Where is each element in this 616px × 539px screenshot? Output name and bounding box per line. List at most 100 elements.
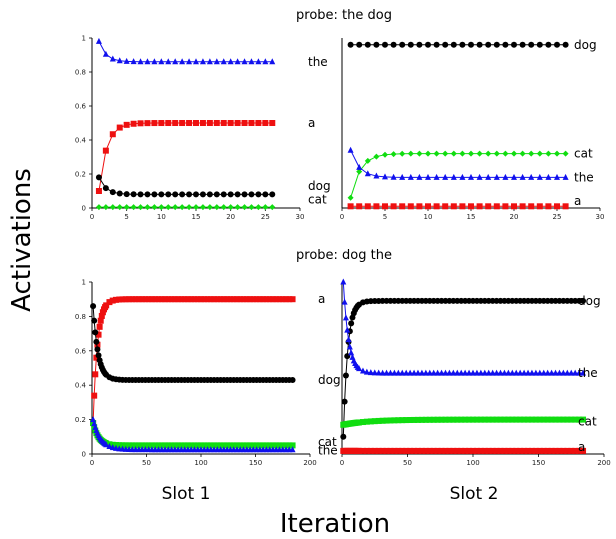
data-point-dog <box>269 191 276 198</box>
series-dog <box>347 41 569 48</box>
data-point-a <box>556 447 563 454</box>
x-tick-label: 0 <box>340 459 344 467</box>
data-point-the <box>416 173 423 180</box>
data-point-cat <box>356 168 363 175</box>
series-dog <box>90 303 296 384</box>
data-point-the <box>220 58 227 65</box>
data-point-cat <box>403 417 410 424</box>
data-point-cat <box>227 204 234 211</box>
data-point-a <box>371 447 378 454</box>
data-point-cat <box>253 442 260 449</box>
data-point-cat <box>459 150 466 157</box>
data-point-the <box>576 369 583 376</box>
data-point-cat <box>206 204 213 211</box>
data-point-the <box>399 369 406 376</box>
data-point-a <box>459 203 466 210</box>
data-point-the <box>390 173 397 180</box>
data-point-the <box>363 368 370 375</box>
data-point-the <box>425 173 431 180</box>
data-point-a <box>214 296 221 303</box>
data-point-cat <box>519 150 526 157</box>
series-a <box>347 203 569 210</box>
data-point-cat <box>383 417 390 424</box>
series-label-cat: cat <box>574 147 593 161</box>
data-point-dog <box>227 191 234 198</box>
data-point-dog <box>255 191 262 198</box>
series-cat <box>340 416 587 428</box>
data-point-a <box>356 447 363 454</box>
x-tick-label: 30 <box>296 213 305 221</box>
data-point-the <box>511 173 517 180</box>
data-point-dog <box>580 297 587 304</box>
data-point-a <box>438 447 445 454</box>
data-point-a <box>382 203 388 210</box>
data-point-dog <box>206 191 213 198</box>
data-point-the <box>462 369 469 376</box>
data-point-a <box>198 296 204 303</box>
data-point-cat <box>165 442 172 449</box>
data-point-cat <box>414 416 421 423</box>
data-point-cat <box>364 157 371 164</box>
data-point-a <box>179 120 186 127</box>
data-point-a <box>137 120 144 127</box>
data-point-a <box>162 296 169 303</box>
data-point-a <box>517 447 524 454</box>
data-point-cat <box>109 204 116 211</box>
data-point-dog <box>485 41 492 48</box>
data-point-a <box>103 302 110 309</box>
data-point-the <box>90 416 97 423</box>
data-point-cat <box>502 150 509 157</box>
data-point-the <box>186 58 193 65</box>
data-point-a <box>92 371 99 378</box>
data-point-cat <box>568 416 575 423</box>
data-point-cat <box>142 442 149 449</box>
data-point-a <box>188 296 195 303</box>
data-point-a <box>383 447 390 454</box>
data-point-the <box>387 369 394 376</box>
data-point-a <box>481 447 488 454</box>
data-point-cat <box>286 442 293 449</box>
x-tick-label: 0 <box>90 213 94 221</box>
series-a <box>90 296 296 427</box>
data-point-dog <box>373 41 380 48</box>
data-point-a <box>96 323 103 330</box>
data-point-the <box>513 369 520 376</box>
data-point-cat <box>220 204 227 211</box>
data-point-the <box>502 173 509 180</box>
data-point-a <box>473 447 480 454</box>
data-point-cat <box>193 204 199 211</box>
series-dog <box>340 297 587 440</box>
y-tick-label: 1 <box>82 35 86 43</box>
data-point-a <box>158 120 165 127</box>
data-point-a <box>403 447 410 454</box>
data-point-a <box>552 447 559 454</box>
data-point-a <box>414 447 421 454</box>
series-the <box>347 146 569 180</box>
data-point-cat <box>237 442 244 449</box>
data-point-a <box>165 120 172 127</box>
data-point-cat <box>462 416 469 423</box>
data-point-the <box>137 58 144 65</box>
data-point-cat <box>227 442 234 449</box>
data-point-dog <box>502 41 509 48</box>
series-line-cat <box>92 422 294 446</box>
data-point-a <box>442 203 449 210</box>
data-point-dog <box>459 41 466 48</box>
data-point-cat <box>194 442 201 449</box>
data-point-dog <box>213 191 220 198</box>
data-point-cat <box>162 442 169 449</box>
x-tick-label: 15 <box>192 213 201 221</box>
data-point-cat <box>468 150 474 157</box>
data-point-the <box>454 369 461 376</box>
data-point-a <box>407 447 414 454</box>
data-point-cat <box>184 442 191 449</box>
data-point-cat <box>476 150 483 157</box>
data-point-the <box>340 278 347 285</box>
data-point-a <box>548 447 555 454</box>
data-point-a <box>193 120 199 127</box>
data-point-a <box>540 447 547 454</box>
data-point-a <box>434 447 441 454</box>
data-point-dog <box>442 41 449 48</box>
data-point-the <box>341 298 348 305</box>
data-point-a <box>536 203 543 210</box>
